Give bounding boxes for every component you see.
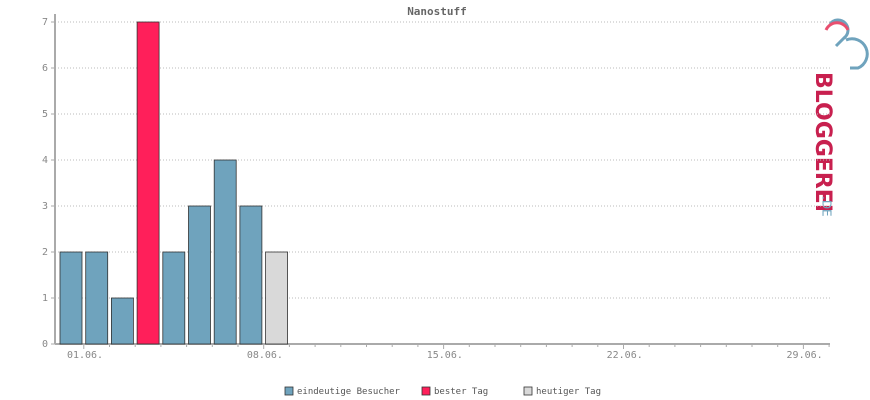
legend-swatch: [523, 386, 533, 396]
chart-title: Nanostuff: [407, 5, 467, 18]
logo-text: BLOGGEREI: [810, 72, 835, 212]
bar: [136, 21, 160, 345]
bar: [188, 205, 211, 345]
y-tick-label: 1: [42, 293, 48, 304]
bar: [213, 159, 237, 345]
bar: [59, 251, 83, 345]
logo-icon: [828, 18, 869, 70]
legend-swatch: [284, 386, 294, 396]
bar: [85, 251, 109, 345]
logo-icon: [824, 21, 850, 31]
legend-label: bester Tag: [434, 387, 488, 397]
y-tick-label: 5: [42, 109, 48, 120]
x-tick-label: 15.06.: [427, 350, 463, 361]
logo: BLOGGEREI .DE: [810, 18, 869, 217]
x-tick-label: 29.06.: [787, 350, 823, 361]
y-tick-label: 2: [42, 247, 48, 258]
y-tick-label: 3: [42, 201, 48, 212]
bar: [162, 251, 186, 345]
bar: [265, 251, 289, 345]
x-tick-label: 01.06.: [67, 350, 103, 361]
y-tick-label: 7: [42, 17, 48, 28]
legend-label: eindeutige Besucher: [297, 387, 401, 397]
y-tick-label: 0: [42, 339, 48, 350]
y-tick-label: 4: [42, 155, 48, 166]
y-tick-label: 6: [42, 63, 48, 74]
bar: [239, 205, 263, 345]
bar: [111, 297, 134, 345]
legend: eindeutige Besucher bester Tag heutiger Ta…: [284, 386, 601, 397]
x-tick-label: 08.06.: [247, 350, 283, 361]
x-tick-label: 22.06.: [607, 350, 643, 361]
legend-label: heutiger Tag: [536, 387, 601, 397]
legend-swatch: [421, 386, 431, 396]
